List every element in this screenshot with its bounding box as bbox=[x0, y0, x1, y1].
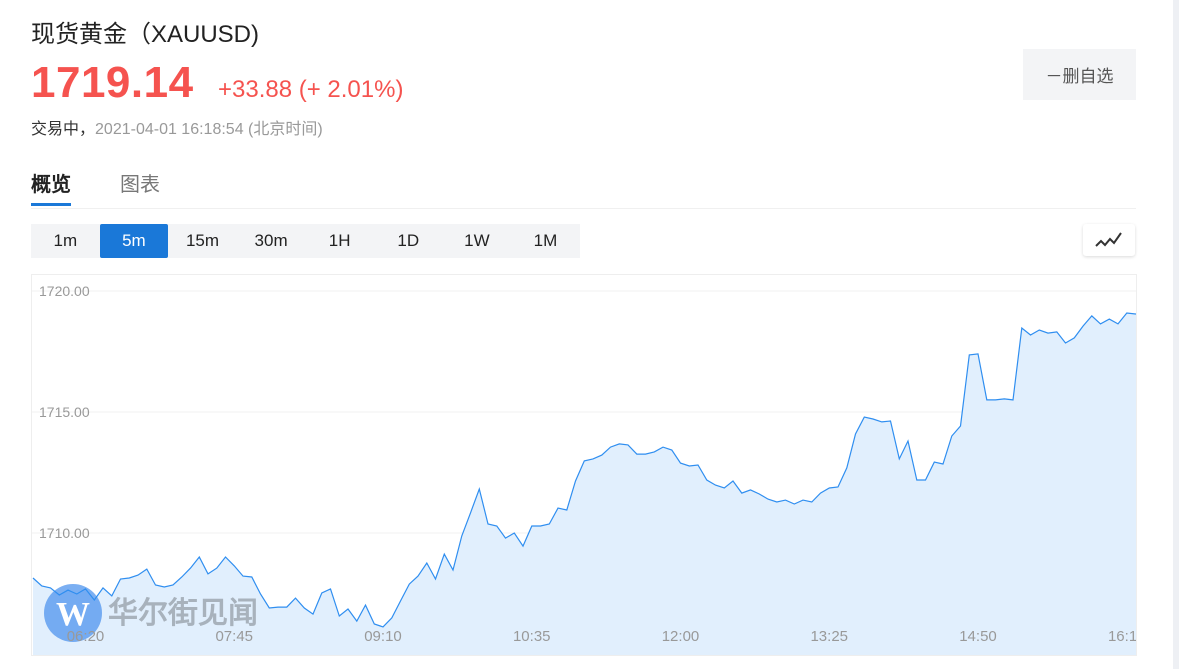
watermark-logo: W 华尔街见闻 bbox=[44, 584, 258, 642]
y-tick-label: 1710.00 bbox=[39, 525, 90, 541]
period-30m[interactable]: 30m bbox=[254, 231, 288, 250]
period-5m[interactable]: 5m bbox=[99, 224, 169, 258]
chart-canvas: 1720.00 1715.00 1710.00 W 华尔街见闻 06:20 07:45… bbox=[32, 283, 1136, 655]
period-1d[interactable]: 1D bbox=[397, 231, 420, 250]
line-chart-icon bbox=[1095, 232, 1122, 247]
tab-overview[interactable]: 概览 bbox=[31, 174, 71, 196]
y-tick-label: 1720.00 bbox=[39, 283, 90, 299]
tab-chart[interactable]: 图表 bbox=[120, 174, 160, 196]
watermark-logo-letter: W bbox=[56, 596, 90, 633]
period-selector: 1m 5m 15m 30m 1H 1D 1W 1M bbox=[31, 224, 580, 258]
instrument-title: 现货黄金（XAUUSD) bbox=[31, 21, 260, 48]
divider bbox=[31, 208, 1136, 209]
active-tab-indicator bbox=[31, 203, 71, 206]
period-1mo[interactable]: 1M bbox=[533, 231, 558, 250]
x-tick-label: 07:45 bbox=[215, 628, 253, 645]
status-text: 交易中， bbox=[31, 121, 96, 138]
remove-watchlist-button[interactable]: －删自选 bbox=[1023, 49, 1136, 100]
period-1m[interactable]: 1m bbox=[53, 231, 78, 250]
period-1w[interactable]: 1W bbox=[464, 231, 490, 250]
watermark-text: 华尔街见闻 bbox=[108, 596, 258, 631]
chart-type-button[interactable] bbox=[1083, 224, 1135, 256]
timestamp: 2021-04-01 16:18:54 (北京时间) bbox=[95, 121, 323, 138]
price-line bbox=[32, 312, 1136, 628]
x-tick-label: 14:50 bbox=[959, 628, 997, 645]
trading-status: 交易中，2021-04-01 16:18:54 (北京时间) bbox=[31, 115, 323, 139]
period-1h[interactable]: 1H bbox=[328, 231, 351, 250]
price-chart[interactable]: 1720.00 1715.00 1710.00 W 华尔街见闻 06:20 07:45… bbox=[31, 274, 1137, 656]
x-tick-label: 09:10 bbox=[364, 628, 402, 645]
price-area bbox=[33, 313, 1136, 655]
x-tick-label: 16:15 bbox=[1108, 628, 1136, 645]
x-tick-label: 10:35 bbox=[513, 628, 551, 645]
watermark-circle-icon bbox=[44, 584, 102, 642]
current-price: 1719.14 bbox=[31, 58, 194, 107]
y-tick-label: 1715.00 bbox=[39, 404, 90, 420]
period-15m[interactable]: 15m bbox=[185, 231, 220, 250]
x-tick-label: 13:25 bbox=[810, 628, 848, 645]
x-tick-label: 06:20 bbox=[67, 628, 105, 645]
price-change: +33.88 (+ 2.01%) bbox=[218, 76, 404, 103]
scrollbar[interactable] bbox=[1173, 0, 1179, 669]
x-tick-label: 12:00 bbox=[662, 628, 700, 645]
